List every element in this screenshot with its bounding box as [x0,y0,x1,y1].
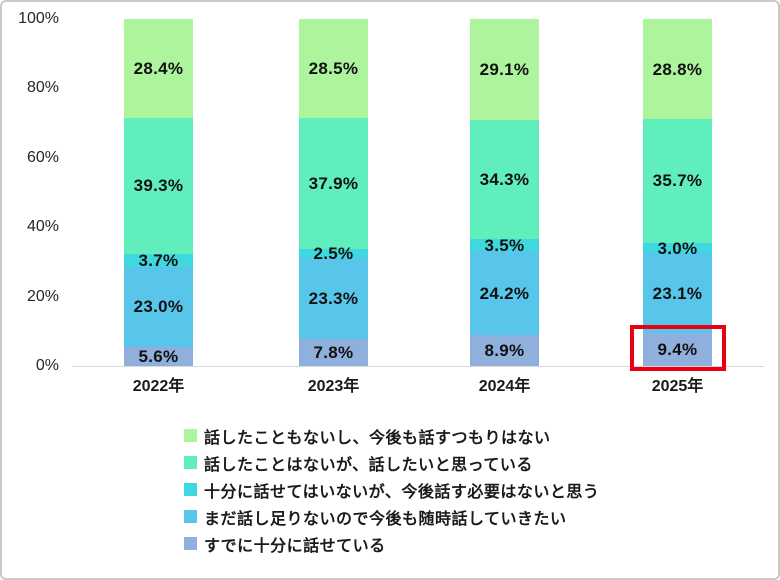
x-axis-category-label: 2024年 [478,378,531,395]
x-axis-category-label: 2023年 [307,378,360,395]
bar-segment [470,19,539,120]
bar-segment [124,117,193,254]
legend-item-label: すでに十分に話せている [204,537,386,555]
legend-item-label: 十分に話せてはいないが、今後話す必要はないと思う [204,483,600,501]
bar-segment-label: 37.9% [308,174,359,194]
legend-item-label: まだ話し足りないので今後も随時話していきたい [204,510,567,528]
legend-item-label: 話したこともないし、今後も話すつもりはない [204,429,551,447]
x-axis-category-label: 2025年 [651,378,704,395]
bar-segment-label: 2.5% [313,244,354,264]
bar-segment-label: 24.2% [479,283,530,303]
bar-segment [299,117,368,250]
bar-segment [299,338,368,366]
bar-segment-label: 3.7% [138,250,179,270]
bar-segment [643,242,712,254]
y-axis-tick-label: 100% [18,10,59,27]
bar-segment-label: 28.5% [308,58,359,78]
bar-segment [643,253,712,334]
bar-segment [299,249,368,259]
y-axis-tick-label: 60% [26,149,59,166]
legend-swatch [184,510,197,523]
legend-swatch [184,429,197,442]
bar-segment-label: 39.3% [133,176,184,196]
bar-segment-label: 8.9% [484,341,525,361]
bar-segment [124,253,193,267]
bar-segment [470,120,539,239]
bar-segment-label: 9.4% [657,340,698,360]
legend-item: まだ話し足りないので今後も随時話していきたい [184,503,599,530]
bar-segment [124,346,193,366]
bar-segment-label: 3.5% [484,235,525,255]
legend-swatch [184,456,197,469]
bar-segment-label: 23.1% [652,283,703,303]
highlight-box [630,325,726,371]
legend-item: 話したこともないし、今後も話すつもりはない [184,422,599,449]
bar-segment [470,239,539,252]
bar-segment [124,19,193,118]
legend-item: 十分に話せてはいないが、今後話す必要はないと思う [184,476,599,503]
bar-segment-label: 5.6% [138,346,179,366]
bar-segment [470,335,539,366]
bar-segment-label: 34.3% [479,170,530,189]
y-axis-tick-label: 0% [35,357,59,374]
legend-swatch [184,483,197,496]
bar-segment [643,118,712,243]
bar-segment-label: 23.3% [308,289,359,308]
legend: 話したこともないし、今後も話すつもりはない 話したことはないが、話したいと思ってい… [184,422,599,557]
y-axis-tick-label: 20% [26,288,59,305]
bar-segment [299,19,368,118]
bar-segment [299,258,368,339]
bar-segment-label: 28.8% [652,59,703,79]
bar-segment-label: 28.4% [133,58,184,78]
y-axis-tick-label: 80% [26,79,59,96]
y-axis-tick-label: 40% [26,218,59,235]
legend-item-label: 話したことはないが、話したいと思っている [204,456,533,474]
bar-segment [124,266,193,347]
legend-swatch [184,537,197,550]
x-axis-line [72,366,764,367]
bar-segment [470,251,539,336]
x-axis-category-label: 2022年 [132,378,185,395]
legend-item: すでに十分に話せている [184,530,599,557]
legend-item: 話したことはないが、話したいと思っている [184,449,599,476]
bar-segment-label: 23.0% [133,297,184,317]
bar-segment-label: 3.0% [657,238,698,258]
bar-segment [643,333,712,366]
bar-segment-label: 35.7% [652,171,703,191]
bar-segment-label: 29.1% [479,60,530,79]
bar-segment [643,19,712,119]
bar-segment-label: 7.8% [313,343,354,362]
